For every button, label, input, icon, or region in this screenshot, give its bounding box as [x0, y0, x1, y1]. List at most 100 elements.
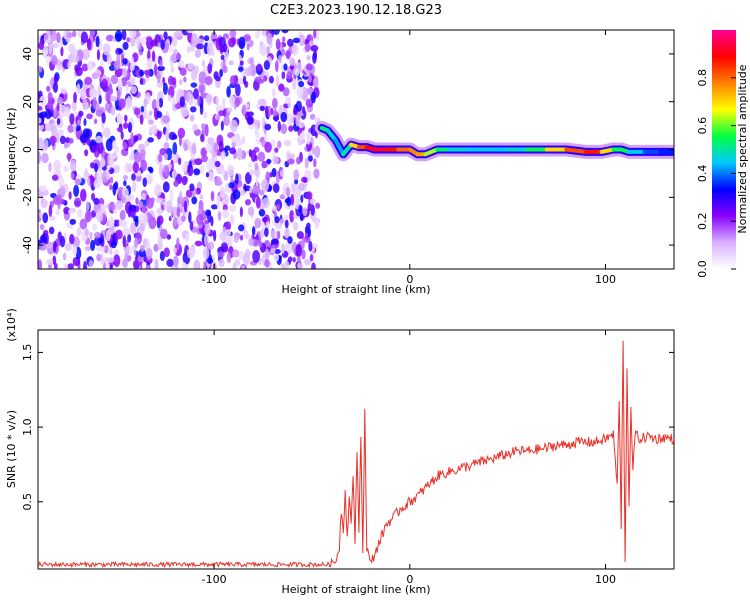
noise-blob — [225, 111, 230, 119]
colorbar-tick-label: 0.2 — [696, 212, 709, 230]
noise-blob — [298, 80, 305, 88]
x-tick-label: 100 — [595, 573, 616, 586]
noise-blob — [201, 123, 206, 131]
noise-blob — [224, 229, 231, 237]
spectrogram-noise — [38, 30, 321, 269]
noise-blob — [141, 192, 146, 201]
noise-blob — [67, 152, 71, 163]
noise-blob — [191, 196, 198, 205]
noise-blob — [139, 244, 145, 252]
noise-blob — [83, 261, 87, 269]
noise-blob — [160, 228, 168, 240]
noise-blob — [229, 30, 237, 38]
noise-blob — [296, 85, 304, 99]
noise-blob — [181, 163, 188, 172]
noise-blob — [250, 149, 257, 163]
noise-blob — [148, 110, 153, 116]
noise-blob — [204, 75, 213, 86]
noise-blob — [219, 185, 225, 199]
noise-blob — [287, 153, 296, 159]
noise-blob — [151, 50, 156, 62]
noise-blob — [289, 209, 295, 223]
noise-blob — [38, 41, 45, 50]
noise-blob — [196, 214, 204, 225]
noise-blob — [38, 123, 45, 131]
noise-blob — [143, 69, 151, 76]
noise-blob — [50, 30, 57, 42]
noise-blob — [213, 142, 219, 153]
noise-blob — [53, 73, 58, 85]
noise-blob — [254, 162, 259, 171]
noise-blob — [119, 209, 126, 221]
noise-blob — [281, 243, 285, 255]
noise-blob — [247, 162, 253, 168]
noise-blob — [124, 252, 128, 264]
noise-blob — [63, 263, 69, 269]
noise-blob — [94, 162, 99, 173]
noise-blob — [202, 247, 210, 260]
noise-blob — [244, 229, 249, 240]
noise-blob — [186, 30, 195, 34]
noise-blob — [218, 258, 225, 268]
noise-blob — [38, 117, 42, 124]
noise-blob — [105, 103, 109, 112]
noise-blob — [79, 218, 88, 230]
noise-blob — [96, 49, 101, 61]
noise-blob — [274, 248, 281, 254]
noise-blob — [292, 78, 297, 90]
noise-blob — [239, 206, 243, 218]
noise-blob — [229, 147, 236, 155]
noise-blob — [249, 63, 257, 77]
noise-blob — [283, 63, 288, 71]
noise-blob — [306, 135, 311, 145]
noise-blob — [122, 67, 128, 78]
noise-blob — [296, 256, 301, 265]
noise-blob — [145, 247, 153, 260]
noise-blob — [263, 131, 268, 142]
noise-blob — [207, 63, 213, 74]
noise-blob — [129, 207, 136, 219]
noise-blob — [164, 165, 170, 177]
noise-blob — [92, 96, 97, 110]
noise-blob — [258, 208, 266, 217]
noise-blob — [162, 115, 171, 124]
noise-blob — [178, 79, 183, 86]
spectrogram-x-ticks: -100 0 100 — [202, 30, 616, 286]
noise-blob — [304, 43, 311, 53]
noise-blob — [110, 74, 119, 85]
noise-blob — [238, 224, 245, 232]
noise-blob — [43, 33, 49, 40]
snr-x-ticks: -100 0 100 — [202, 330, 616, 586]
noise-blob — [259, 105, 266, 112]
noise-blob — [39, 224, 45, 231]
noise-blob — [232, 262, 237, 269]
noise-blob — [39, 184, 47, 192]
noise-blob — [75, 66, 83, 77]
noise-blob — [251, 226, 256, 236]
noise-blob — [261, 160, 268, 169]
noise-blob — [261, 197, 270, 209]
noise-blob — [249, 56, 255, 66]
noise-blob — [156, 111, 163, 119]
noise-blob — [114, 181, 119, 191]
noise-blob — [84, 167, 89, 178]
noise-blob — [272, 30, 280, 35]
noise-blob — [108, 202, 116, 211]
noise-blob — [126, 37, 131, 43]
x-tick-label: -100 — [202, 273, 227, 286]
noise-blob — [272, 115, 280, 121]
noise-blob — [235, 173, 239, 186]
noise-blob — [312, 52, 317, 64]
noise-blob — [73, 184, 80, 197]
noise-blob — [271, 88, 276, 98]
noise-blob — [79, 89, 87, 100]
noise-blob — [56, 32, 61, 44]
snr-y-label: SNR (10 * v/v) — [5, 410, 18, 488]
noise-blob — [100, 252, 104, 265]
noise-blob — [156, 207, 162, 215]
noise-blob — [240, 234, 244, 241]
noise-blob — [235, 138, 243, 147]
noise-blob — [171, 134, 178, 140]
noise-blob — [86, 38, 92, 51]
noise-blob — [59, 135, 66, 145]
